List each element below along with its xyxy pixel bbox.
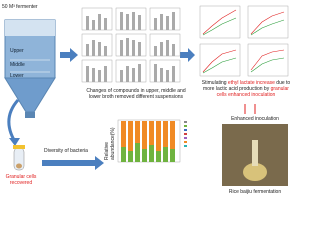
illustration	[4, 5, 289, 186]
tube-cap	[13, 145, 25, 149]
arrow	[180, 48, 195, 62]
arrow	[42, 156, 104, 170]
layer-label: Upper	[10, 48, 24, 54]
mini-charts	[81, 7, 181, 83]
compounds-caption: Changes of compounds in upper, middle an…	[86, 88, 186, 100]
caption-part: ethyl lactate increase	[227, 80, 275, 86]
stimulating-caption: Stimulating ethyl lactate increase due t…	[200, 80, 292, 98]
layer-label: Lower	[10, 73, 24, 79]
arrow	[7, 99, 20, 141]
flask	[243, 163, 267, 181]
stacked-bars	[117, 119, 187, 163]
mini-line-charts	[199, 5, 289, 77]
fermenter-title: 50 M³ fermenter	[2, 4, 38, 10]
abundance-axis: Relative abundance(%)	[104, 127, 116, 160]
graphical-abstract: 50 M³ fermenter Upper Middle Lower Chang…	[2, 4, 292, 195]
fermenter-outlet	[25, 112, 35, 118]
layer-label: Middle	[10, 62, 25, 68]
fermenter-top	[5, 20, 55, 36]
caption-part: Stimulating	[201, 80, 227, 86]
caption-part: due to more lactic acid production by	[203, 80, 291, 92]
arrow-head	[9, 138, 20, 146]
enhanced-label: Enhanced inoculation	[231, 116, 279, 122]
arrow	[60, 48, 78, 62]
rice-label: Rice baijiu fermentation	[228, 189, 282, 195]
caption-part: granular cells enhanced inoculation	[216, 86, 289, 98]
flask-neck	[252, 140, 258, 166]
granular-label: Granular cells recovered	[5, 174, 37, 186]
diversity-label: Diversity of bacteria	[44, 148, 88, 154]
cells	[16, 163, 22, 169]
